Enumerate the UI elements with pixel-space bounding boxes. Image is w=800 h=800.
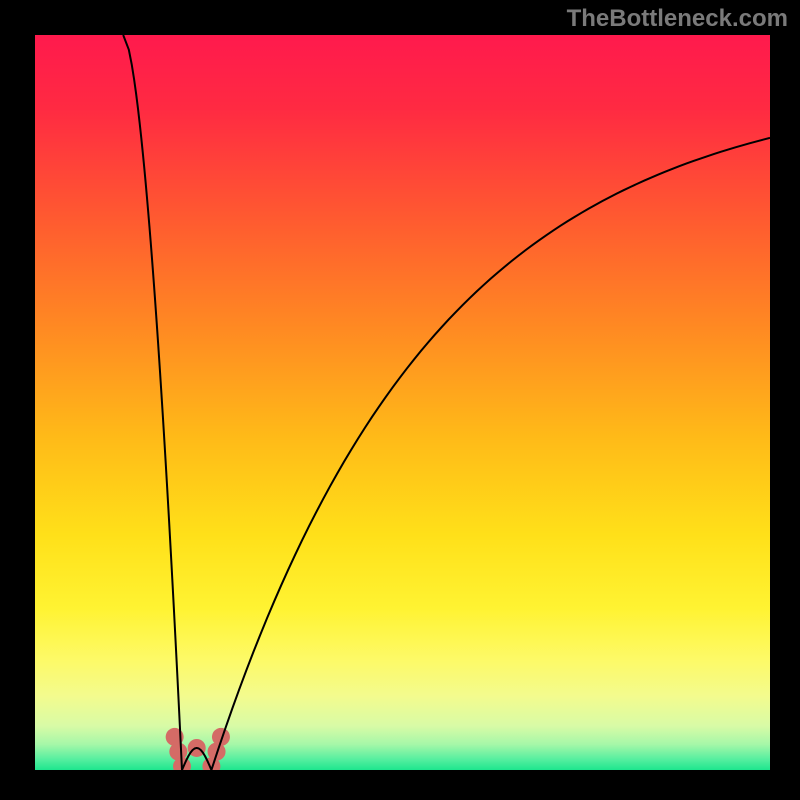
chart-container: TheBottleneck.com [0, 0, 800, 800]
plot-outer-frame [0, 0, 800, 800]
plot-inner-area [35, 35, 770, 770]
attribution-text: TheBottleneck.com [567, 5, 788, 33]
